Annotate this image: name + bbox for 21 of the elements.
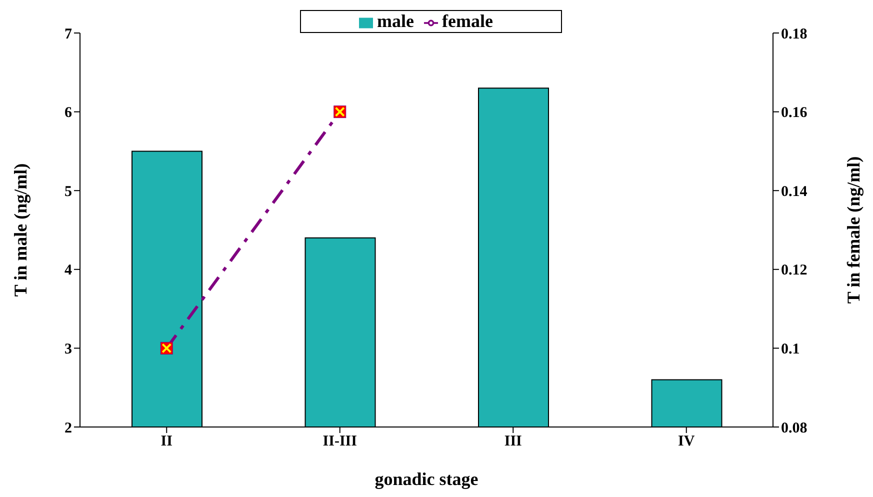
legend-label: male xyxy=(377,11,414,31)
x-axis-title: gonadic stage xyxy=(374,468,478,489)
y-tick-label: 3 xyxy=(64,342,72,358)
y2-tick-label: 0.16 xyxy=(781,105,808,122)
x-tick-label: II xyxy=(160,434,173,450)
y2-tick-label: 0.1 xyxy=(781,342,800,358)
y-tick-label: 5 xyxy=(64,184,72,200)
y2-tick-label: 0.18 xyxy=(781,26,808,42)
y2-tick-label: 0.14 xyxy=(781,184,808,200)
x-tick-label: III xyxy=(504,434,522,450)
y-axis-title: T in male (ng/ml) xyxy=(10,163,30,297)
x-tick-label: IV xyxy=(678,434,695,450)
y-tick-label: 6 xyxy=(64,105,72,122)
y-tick-label: 2 xyxy=(64,420,72,436)
y2-axis-title: T in female (ng/ml) xyxy=(843,156,864,304)
y-tick-label: 4 xyxy=(64,262,72,279)
y-tick-label: 7 xyxy=(64,26,72,42)
legend-label: female xyxy=(442,11,493,31)
y2-tick-label: 0.12 xyxy=(781,262,808,279)
x-tick-label: II-III xyxy=(322,434,358,450)
y2-tick-label: 0.08 xyxy=(781,420,808,436)
